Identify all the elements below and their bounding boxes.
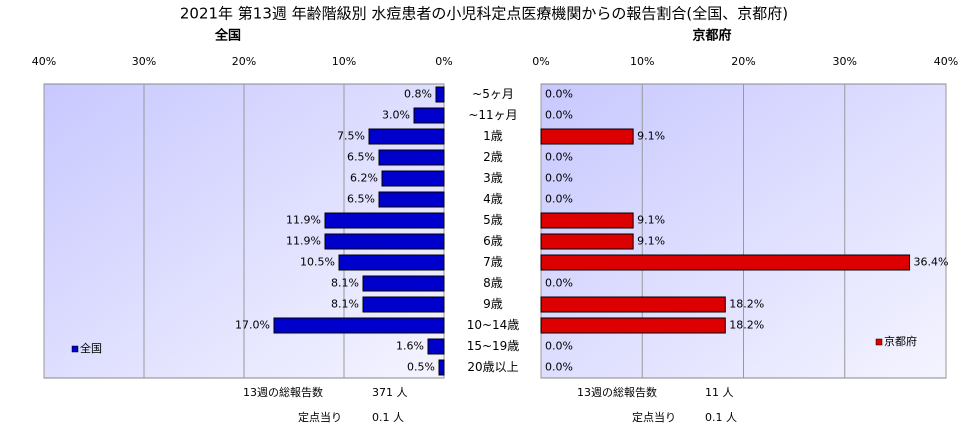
category-label: 3歳 <box>483 171 503 185</box>
bar <box>540 296 726 313</box>
value-label: 17.0% <box>235 319 270 332</box>
footer-value: 0.1 人 <box>705 411 737 424</box>
bar <box>540 128 634 145</box>
bar <box>378 191 445 208</box>
bar <box>338 254 445 271</box>
footer-value: 0.1 人 <box>372 411 404 424</box>
category-label: 4歳 <box>483 192 503 206</box>
x-tick-label: 20% <box>232 55 256 68</box>
footer-label: 定点当り <box>298 410 342 424</box>
value-label: 11.9% <box>286 214 321 227</box>
value-label: 0.0% <box>545 151 573 164</box>
value-label: 6.2% <box>350 172 378 185</box>
legend-label: 京都府 <box>884 334 917 348</box>
x-tick-label: 0% <box>532 55 549 68</box>
chart-title: 2021年 第13週 年齢階級別 水痘患者の小児科定点医療機関からの報告割合(全… <box>180 5 788 23</box>
value-label: 18.2% <box>729 319 764 332</box>
x-tick-label: 0% <box>435 55 452 68</box>
bar <box>378 149 445 166</box>
bar <box>362 275 445 292</box>
category-label: 20歳以上 <box>467 360 518 374</box>
value-label: 18.2% <box>729 298 764 311</box>
category-label: ~11ヶ月 <box>468 108 517 122</box>
category-label: 5歳 <box>483 213 503 227</box>
bar <box>540 233 634 250</box>
value-label: 36.4% <box>914 256 949 269</box>
value-label: 0.0% <box>545 340 573 353</box>
value-label: 0.0% <box>545 361 573 374</box>
bar <box>438 359 445 376</box>
footer-label: 定点当り <box>632 410 676 424</box>
x-tick-label: 30% <box>132 55 156 68</box>
value-label: 7.5% <box>337 130 365 143</box>
legend-label: 全国 <box>80 341 102 355</box>
bar <box>324 212 445 229</box>
category-label: 1歳 <box>483 129 503 143</box>
value-label: 0.0% <box>545 88 573 101</box>
bar <box>413 107 445 124</box>
bar <box>368 128 445 145</box>
bar <box>381 170 445 187</box>
footer-value: 11 人 <box>705 386 734 399</box>
value-label: 0.0% <box>545 193 573 206</box>
category-label: 2歳 <box>483 150 503 164</box>
category-label: 6歳 <box>483 234 503 248</box>
bar <box>362 296 445 313</box>
value-label: 0.0% <box>545 109 573 122</box>
panel-title: 京都府 <box>692 28 731 44</box>
value-label: 9.1% <box>637 235 665 248</box>
x-tick-label: 10% <box>630 55 654 68</box>
value-label: 9.1% <box>637 214 665 227</box>
bar <box>540 254 911 271</box>
legend-swatch <box>71 345 79 353</box>
category-label: ~5ヶ月 <box>472 87 514 101</box>
bar <box>540 212 634 229</box>
value-label: 6.5% <box>347 151 375 164</box>
x-tick-label: 20% <box>731 55 755 68</box>
panel-title: 全国 <box>214 28 241 44</box>
x-tick-label: 40% <box>934 55 958 68</box>
value-label: 1.6% <box>396 340 424 353</box>
footer-label: 13週の総報告数 <box>243 385 323 399</box>
x-tick-label: 40% <box>32 55 56 68</box>
bar <box>273 317 445 334</box>
category-label: 10~14歳 <box>467 318 520 332</box>
x-tick-label: 10% <box>332 55 356 68</box>
footer-label: 13週の総報告数 <box>577 385 657 399</box>
bar <box>540 317 726 334</box>
x-tick-label: 30% <box>833 55 857 68</box>
bar <box>427 338 445 355</box>
value-label: 6.5% <box>347 193 375 206</box>
value-label: 0.0% <box>545 277 573 290</box>
value-label: 8.1% <box>331 277 359 290</box>
value-label: 0.5% <box>407 361 435 374</box>
bar <box>324 233 445 250</box>
value-label: 8.1% <box>331 298 359 311</box>
footer-value: 371 人 <box>372 386 408 399</box>
legend-swatch <box>875 338 883 346</box>
value-label: 0.0% <box>545 172 573 185</box>
value-label: 9.1% <box>637 130 665 143</box>
category-label: 15~19歳 <box>467 339 520 353</box>
value-label: 3.0% <box>382 109 410 122</box>
value-label: 0.8% <box>404 88 432 101</box>
category-label: 7歳 <box>483 255 503 269</box>
category-label: 8歳 <box>483 276 503 290</box>
bar <box>435 86 445 103</box>
value-label: 11.9% <box>286 235 321 248</box>
value-label: 10.5% <box>300 256 335 269</box>
category-label: 9歳 <box>483 297 503 311</box>
